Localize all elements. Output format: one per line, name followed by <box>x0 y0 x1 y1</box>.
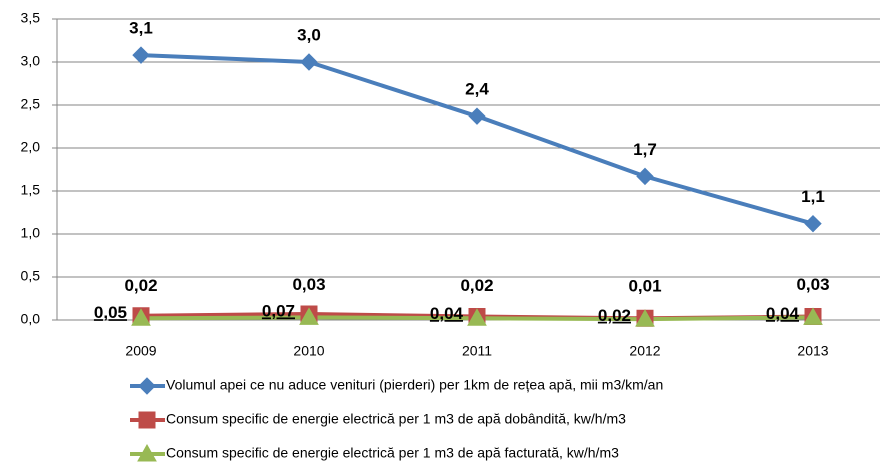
data-label: 3,1 <box>129 19 153 38</box>
marker <box>468 107 486 125</box>
data-label: 0,02 <box>598 306 631 325</box>
data-label: 0,04 <box>766 304 800 323</box>
y-tick-label: 1,0 <box>21 225 41 241</box>
marker <box>300 53 318 71</box>
y-tick-label: 3,0 <box>21 53 41 69</box>
marker <box>635 309 655 327</box>
legend-marker <box>138 377 156 395</box>
marker <box>636 167 654 186</box>
data-label: 0,02 <box>124 276 157 295</box>
marker <box>299 307 319 325</box>
y-tick-label: 2,0 <box>21 139 41 155</box>
marker <box>804 214 822 233</box>
data-label: 0,07 <box>262 301 295 320</box>
x-tick-label: 2013 <box>797 343 828 359</box>
y-tick-label: 1,5 <box>21 182 41 198</box>
x-tick-label: 2012 <box>629 343 660 359</box>
legend-marker <box>138 411 156 429</box>
data-label: 2,4 <box>465 80 489 99</box>
data-label: 0,01 <box>628 277 661 296</box>
data-label: 1,1 <box>801 187 825 206</box>
data-label: 0,03 <box>796 275 829 294</box>
data-label: 0,04 <box>430 304 464 323</box>
x-tick-label: 2011 <box>462 343 492 359</box>
legend-label: Consum specific de energie electrică per… <box>166 445 619 461</box>
y-tick-label: 0,0 <box>21 311 41 327</box>
marker <box>467 308 487 326</box>
y-tick-label: 3,5 <box>21 10 41 26</box>
marker <box>803 307 823 325</box>
legend-label: Volumul apei ce nu aduce venituri (pierd… <box>166 377 663 393</box>
x-tick-label: 2010 <box>293 343 324 359</box>
legend-label: Consum specific de energie electrică per… <box>166 411 626 427</box>
marker <box>132 46 150 64</box>
data-label: 0,03 <box>292 275 325 294</box>
y-tick-label: 0,5 <box>21 268 41 284</box>
marker <box>131 308 151 326</box>
data-label: 0,02 <box>460 276 493 295</box>
data-label: 0,05 <box>94 303 127 322</box>
y-tick-label: 2,5 <box>21 96 41 112</box>
data-label: 1,7 <box>633 140 657 159</box>
legend-marker <box>137 443 157 462</box>
data-label: 3,0 <box>297 25 321 44</box>
x-tick-label: 2009 <box>125 343 156 359</box>
